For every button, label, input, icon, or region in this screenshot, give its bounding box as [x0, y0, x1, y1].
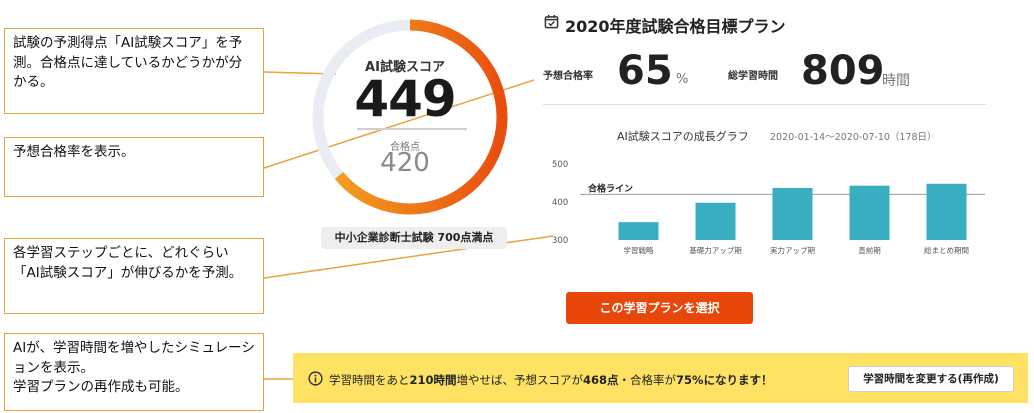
pass-score-value: 420 [380, 148, 430, 178]
pass-rate-label: 予想合格率 [543, 71, 593, 82]
gauge-divider [357, 128, 467, 130]
x-tick-label: 総まとめ期間 [924, 245, 969, 255]
msg-suffix: になります！ [703, 373, 773, 387]
chart-bar [695, 202, 736, 240]
chart-title: AI試験スコアの成長グラフ [617, 130, 749, 143]
score-label: AI試験スコア [365, 60, 445, 75]
msg-hours: 210時間 [409, 373, 457, 387]
x-tick-label: 学習戦略 [624, 245, 654, 255]
x-tick-label: 実力アップ期 [770, 245, 815, 255]
chart-bar [772, 187, 813, 240]
msg-mid: 増やせば、予想スコアが [456, 373, 584, 387]
chart-date-range: 2020-01-14〜2020-07-10（178日） [770, 132, 937, 143]
exam-badge: 中小企業診断士試験 700点満点 [321, 227, 507, 249]
pass-line-label: 合格ライン [588, 182, 633, 194]
callout-pass-rate: 予想合格率を表示。 [4, 137, 264, 197]
msg-score: 468点 [583, 373, 619, 387]
callout-simulation-line2: 学習プランの再作成も可能。 [13, 379, 189, 396]
x-tick-label: 基礎力アップ期 [689, 245, 742, 255]
chart-bar [618, 222, 659, 240]
y-tick-label: 500 [552, 160, 568, 170]
plan-title: 2020年度試験合格目標プラン [565, 17, 786, 36]
y-tick-label: 400 [552, 198, 568, 208]
callout-steps: 各学習ステップごとに、どれぐらい「AI試験スコア」が伸びるかを予測。 [4, 238, 264, 314]
panel-divider [543, 104, 986, 105]
score-gauge [312, 19, 508, 215]
callout-score: 試験の予測得点「AI試験スコア」を予測。合格点に達しているかどうかが分かる。 [4, 28, 264, 114]
calendar-check-icon [544, 14, 559, 29]
study-hours-label: 総学習時間 [728, 71, 778, 82]
msg-rate: 75% [676, 373, 704, 387]
pass-score-label: 合格点 [390, 142, 420, 153]
callout-simulation: AIが、学習時間を増やしたシミュレーションを表示。 学習プランの再作成も可能。 [4, 333, 264, 411]
pass-rate-value: 65 [617, 48, 673, 94]
chart-bar [926, 183, 967, 240]
study-hours-value: 809 [801, 48, 885, 94]
pass-rate-unit: % [676, 72, 689, 87]
study-hours-unit: 時間 [882, 73, 910, 89]
gauge-fill [312, 19, 508, 215]
msg-sep: ・合格率が [618, 373, 677, 387]
y-tick-label: 300 [552, 236, 568, 246]
callout-simulation-line1: AIが、学習時間を増やしたシミュレーションを表示。 [13, 340, 255, 376]
simulation-message: 学習時間をあと210時間増やせば、予想スコアが468点・合格率が75%になります… [329, 372, 773, 388]
score-value: 449 [354, 70, 456, 128]
x-tick-label: 直前期 [858, 245, 881, 255]
chart-bar [849, 185, 890, 240]
info-icon [308, 371, 323, 386]
msg-prefix: 学習時間をあと [329, 373, 410, 387]
select-plan-button[interactable]: この学習プランを選択 [566, 292, 753, 324]
change-study-hours-button[interactable]: 学習時間を変更する(再作成) [848, 366, 1014, 392]
